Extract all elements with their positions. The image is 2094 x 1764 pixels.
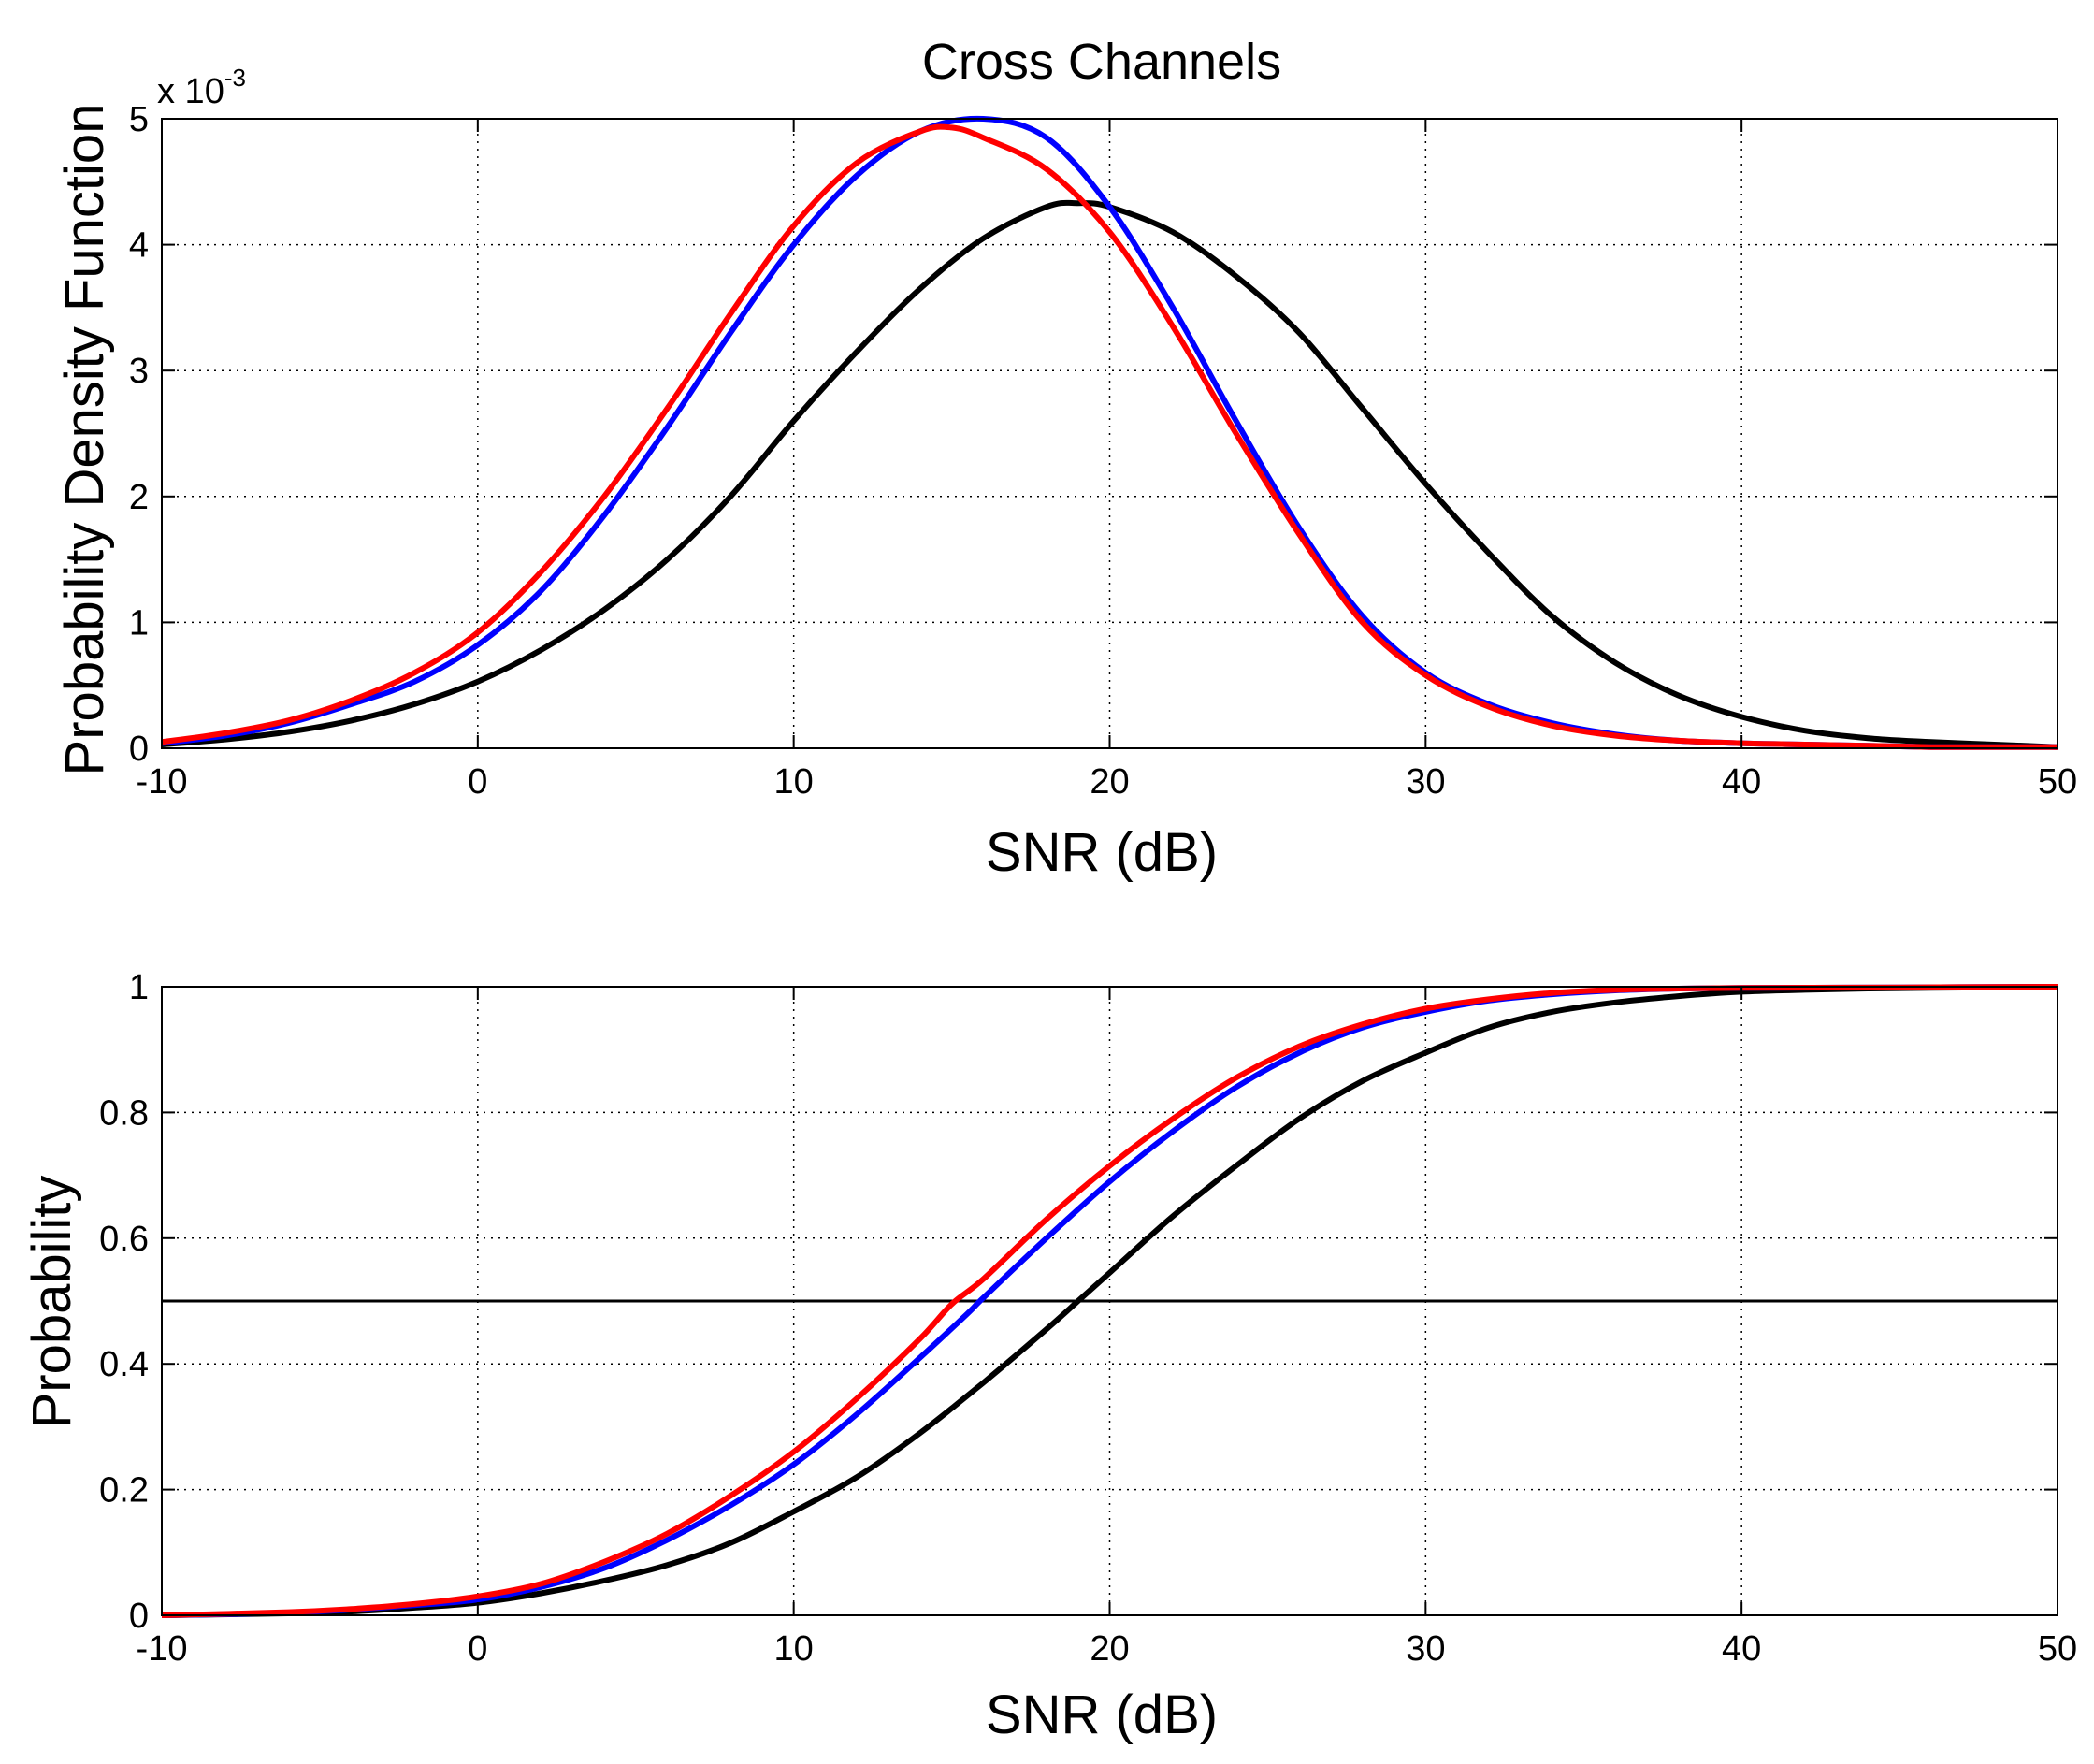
- x-tick-label: 0: [468, 1629, 487, 1669]
- x-tick-label: 20: [1090, 1629, 1129, 1669]
- y-tick-labels: 0 1 2 3 4 5: [129, 100, 149, 769]
- y-exponent-power: -3: [224, 64, 246, 92]
- y-tick-label: 0.8: [99, 1093, 149, 1133]
- x-tick-label: 20: [1090, 762, 1129, 802]
- x-tick-label: 30: [1406, 1629, 1445, 1669]
- y-tick-label: 0.4: [99, 1345, 149, 1384]
- x-tick-label: 50: [2038, 762, 2077, 802]
- series-group: [161, 984, 2058, 1618]
- x-axis-label: SNR (dB): [986, 822, 1218, 883]
- x-tick-label: 40: [1722, 1629, 1761, 1669]
- grid-lines: [162, 119, 2058, 748]
- x-tick-labels: -10 0 10 20 30 40 50: [137, 762, 2078, 802]
- y-tick-label: 0.2: [99, 1471, 149, 1511]
- series-line-black: [161, 199, 2058, 750]
- y-tick-label: 0.6: [99, 1220, 149, 1259]
- series-line-red: [161, 984, 2058, 1618]
- series-line-black: [161, 984, 2058, 1618]
- x-tick-label: -10: [137, 762, 188, 802]
- pdf-chart: Cross Channels x 10-3 -10 0 10 20 30 40 50 012…: [54, 34, 2077, 883]
- x-tick-label: 40: [1722, 762, 1761, 802]
- y-tick-label: 1: [129, 603, 149, 643]
- series-line-red: [161, 123, 2058, 750]
- x-tick-label: 30: [1406, 762, 1445, 802]
- x-axis-label: SNR (dB): [986, 1684, 1218, 1745]
- x-tick-label: 50: [2038, 1629, 2077, 1669]
- x-tick-labels: -10 0 10 20 30 40 50: [137, 1629, 2078, 1669]
- y-tick-label: 4: [129, 226, 149, 266]
- y-tick-label: 0: [129, 730, 149, 769]
- y-axis-label: Probability: [22, 1176, 82, 1429]
- x-tick-label: 10: [774, 762, 814, 802]
- x-tick-label: 10: [774, 1629, 814, 1669]
- y-exponent-label: x 10-3: [157, 64, 246, 111]
- y-tick-label: 0: [129, 1597, 149, 1636]
- x-tick-label: 0: [468, 762, 487, 802]
- chart-title: Cross Channels: [922, 34, 1281, 90]
- y-exponent-base: x 10: [157, 72, 224, 111]
- series-group: [161, 115, 2058, 750]
- y-tick-label: 3: [129, 352, 149, 391]
- y-axis-label: Probability Density Function: [54, 104, 115, 776]
- y-tick-label: 5: [129, 100, 149, 139]
- y-tick-label: 2: [129, 478, 149, 517]
- x-tick-label: -10: [137, 1629, 188, 1669]
- cdf-chart: -10 0 10 20 30 40 50 00.20.40.60.81 SNR (dB) P…: [22, 968, 2077, 1745]
- y-tick-label: 1: [129, 968, 149, 1007]
- tick-marks: [161, 986, 2058, 1616]
- y-tick-labels: 0 0.2 0.4 0.6 0.8 1: [99, 968, 149, 1636]
- tick-marks: [161, 118, 2058, 749]
